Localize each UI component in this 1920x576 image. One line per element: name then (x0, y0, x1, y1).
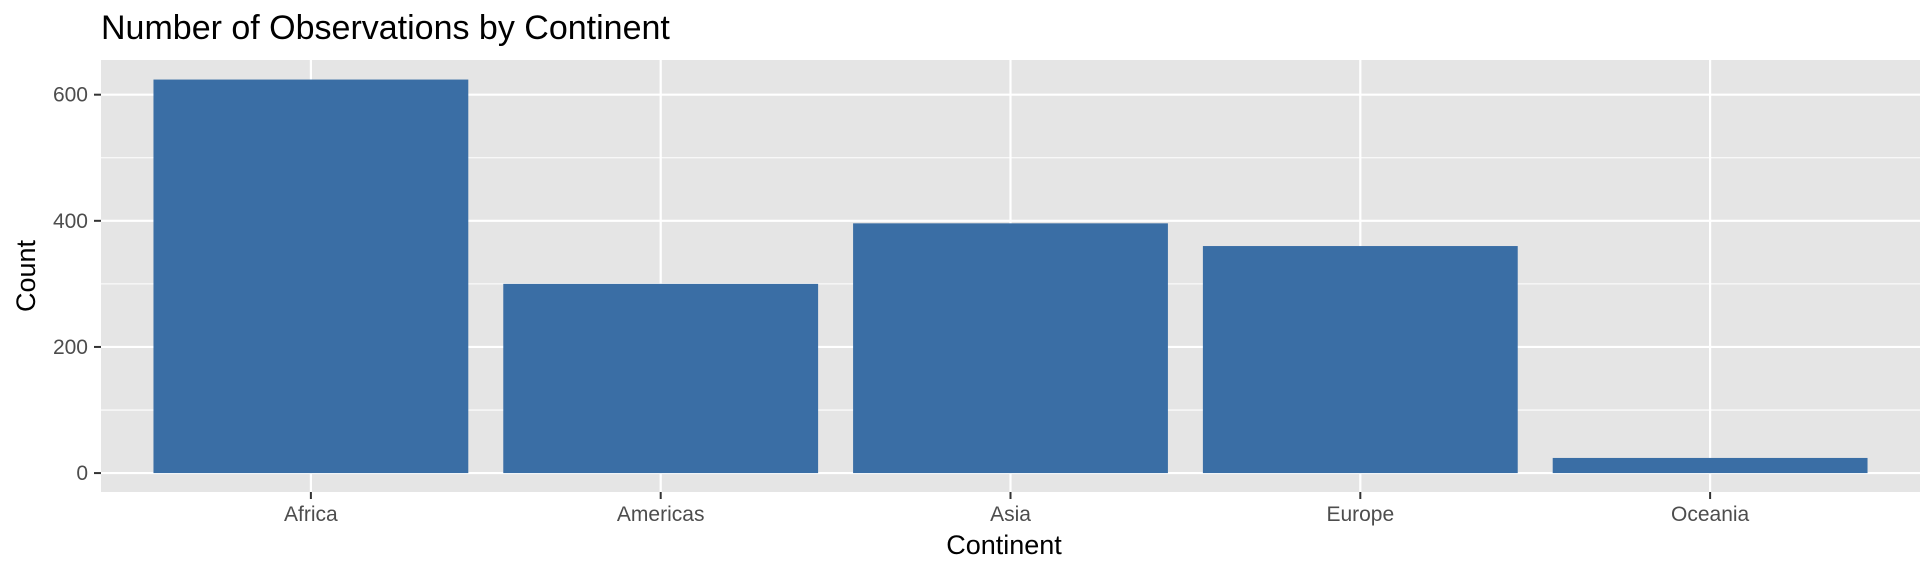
bar-europe (1202, 246, 1518, 474)
y-axis-title: Count (11, 239, 41, 312)
bar-americas (503, 283, 819, 474)
y-tick-label: 200 (53, 336, 88, 359)
bars (153, 79, 1868, 474)
x-tick-label: Americas (617, 503, 705, 526)
bar-africa (153, 79, 469, 474)
y-axis: 0 200 400 600 (53, 84, 101, 485)
bar-asia (853, 223, 1168, 474)
y-tick-label: 0 (76, 462, 88, 485)
x-tick-label: Europe (1326, 503, 1394, 526)
bar-oceania (1552, 457, 1868, 474)
x-tick-label: Oceania (1671, 503, 1750, 526)
y-tick-label: 400 (53, 210, 88, 233)
x-tick-label: Africa (284, 503, 338, 526)
x-axis-title: Continent (946, 530, 1062, 560)
x-axis: Africa Americas Asia Europe Oceania (284, 492, 1750, 526)
chart-title: Number of Observations by Continent (101, 9, 670, 47)
x-tick-label: Asia (990, 503, 1031, 526)
y-tick-label: 600 (53, 84, 88, 107)
